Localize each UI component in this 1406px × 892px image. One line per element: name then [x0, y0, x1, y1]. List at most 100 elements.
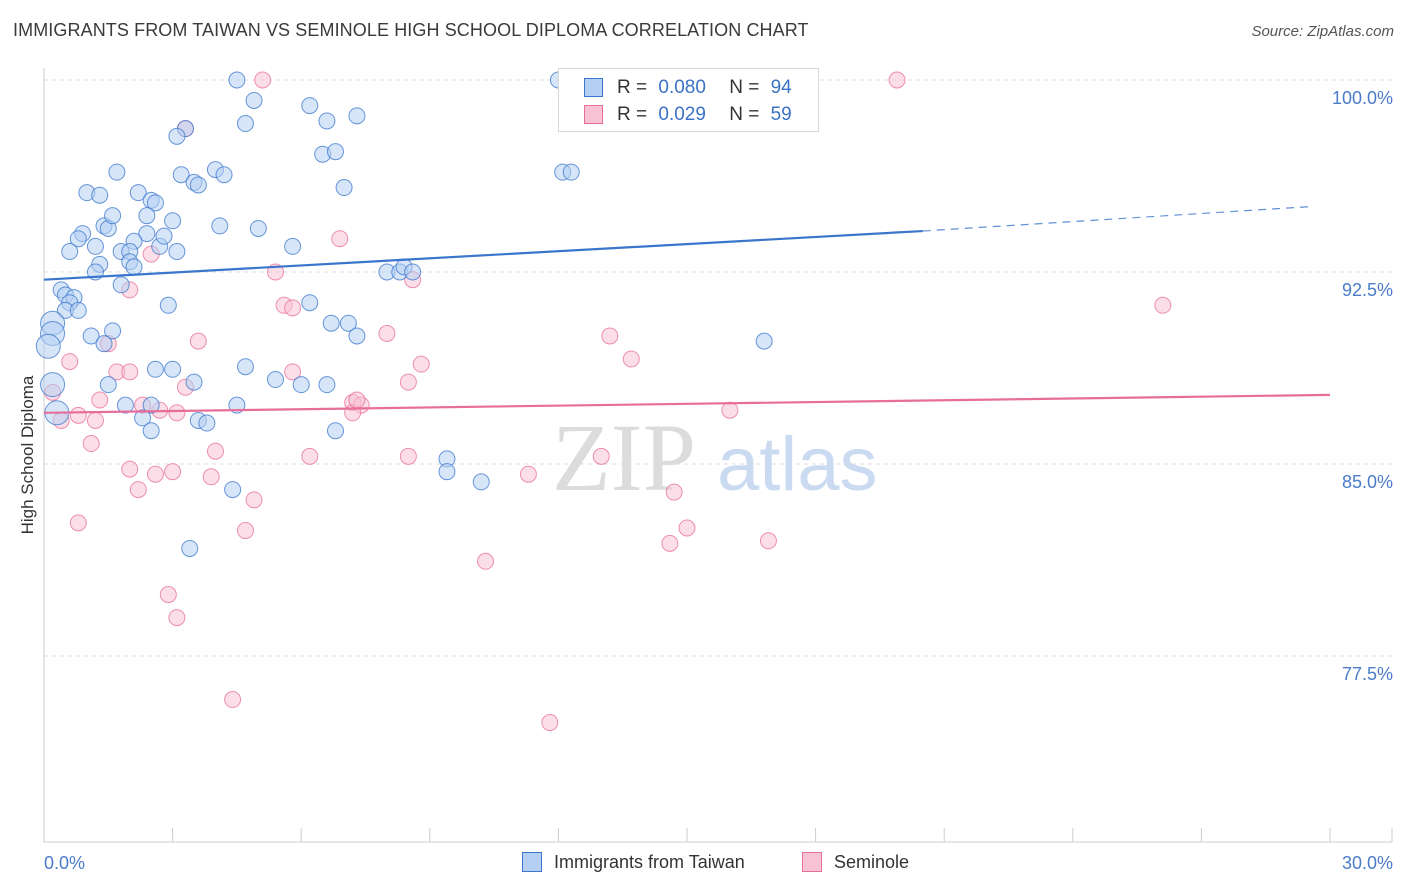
seminole-point [121, 460, 139, 478]
taiwan-point [61, 243, 79, 261]
y-tick-label: 85.0% [1342, 472, 1393, 492]
taiwan-point [301, 97, 319, 115]
seminole-point [236, 522, 254, 540]
seminole-point [331, 230, 349, 248]
taiwan-point [99, 376, 117, 394]
seminole-point [69, 406, 87, 424]
taiwan-point [326, 422, 344, 440]
taiwan-point [181, 539, 199, 557]
seminole-point [399, 447, 417, 465]
seminole-point [284, 363, 302, 381]
seminole-legend-swatch [802, 852, 822, 872]
taiwan-point [104, 207, 122, 225]
taiwan-point [138, 225, 156, 243]
taiwan-point [562, 163, 580, 181]
seminole-point [348, 391, 366, 409]
seminole-point [601, 327, 619, 345]
taiwan-point [168, 243, 186, 261]
taiwan-point [322, 314, 340, 332]
taiwan-swatch [584, 78, 603, 97]
r-label: R = [617, 77, 648, 98]
taiwan-point [185, 373, 203, 391]
seminole-point [592, 447, 610, 465]
taiwan-point [172, 166, 190, 184]
taiwan-point [404, 263, 422, 281]
seminole-point [541, 714, 559, 732]
seminole-point [399, 373, 417, 391]
legend-item-seminole[interactable]: Seminole [802, 852, 909, 873]
legend-item-taiwan[interactable]: Immigrants from Taiwan [522, 852, 745, 873]
seminole-point [759, 532, 777, 550]
taiwan-point [249, 219, 267, 237]
seminole-point [121, 363, 139, 381]
trend-lines [43, 206, 1331, 414]
taiwan-point [284, 237, 302, 255]
seminole-point [622, 350, 640, 368]
axes [43, 68, 1393, 843]
taiwan-point [245, 91, 263, 109]
r-label: R = [617, 104, 648, 125]
seminole-point [519, 465, 537, 483]
seminole-point [254, 71, 272, 89]
taiwan-point [301, 294, 319, 312]
tick-labels: 100.0% 92.5% 85.0% 77.5% 0.0% 30.0% [44, 88, 1393, 873]
taiwan-point [198, 414, 216, 432]
taiwan-point [318, 112, 336, 130]
taiwan-point [146, 194, 164, 212]
taiwan-point [159, 296, 177, 314]
taiwan-point [155, 227, 173, 245]
y-tick-label: 100.0% [1332, 88, 1393, 108]
n-label: N = [729, 77, 760, 98]
seminole-point [412, 355, 430, 373]
taiwan-point [91, 186, 109, 204]
taiwan-trend-line [43, 229, 923, 281]
stats-legend: R = 0.080 N = 94 R = 0.029 N = 59 [558, 68, 819, 132]
taiwan-point [189, 176, 207, 194]
seminole-point [301, 447, 319, 465]
y-axis-label: High School Diploma [18, 375, 37, 535]
taiwan-point [82, 327, 100, 345]
taiwan-point [318, 376, 336, 394]
watermark: ZIP atlas [552, 404, 878, 511]
x-tick-label: 0.0% [44, 853, 85, 873]
taiwan-point [348, 107, 366, 125]
seminole-point [224, 691, 242, 709]
taiwan-point [348, 327, 366, 345]
seminole-point [206, 442, 224, 460]
taiwan-point [266, 371, 284, 389]
seminole-point [888, 71, 906, 89]
seminole-point [678, 519, 696, 537]
r-value: 0.080 [658, 77, 706, 98]
seminole-point [284, 299, 302, 317]
taiwan-point [116, 396, 134, 414]
taiwan-point [472, 473, 490, 491]
taiwan-trend-extension [922, 206, 1309, 232]
seminole-point [146, 465, 164, 483]
taiwan-point [112, 276, 130, 294]
seminole-point [1154, 296, 1172, 314]
taiwan-point [755, 332, 773, 350]
taiwan-point [438, 463, 456, 481]
seminole-point [129, 481, 147, 499]
taiwan-point [228, 71, 246, 89]
seminole-point [86, 411, 104, 429]
taiwan-point [146, 360, 164, 378]
legend-label-seminole: Seminole [834, 852, 910, 872]
taiwan-point [142, 396, 160, 414]
taiwan-point [211, 217, 229, 235]
watermark-atlas: atlas [717, 422, 878, 507]
taiwan-point [104, 322, 122, 340]
taiwan-point [215, 166, 233, 184]
x-tick-label: 30.0% [1342, 853, 1393, 873]
taiwan-point [224, 481, 242, 499]
r-value: 0.029 [658, 104, 706, 125]
seminole-point [202, 468, 220, 486]
taiwan-point [129, 184, 147, 202]
taiwan-point [35, 333, 61, 359]
y-tick-label: 77.5% [1342, 664, 1393, 684]
seminole-point [61, 353, 79, 371]
taiwan-legend-swatch [522, 852, 542, 872]
taiwan-point [236, 358, 254, 376]
taiwan-point [69, 230, 87, 248]
taiwan-point [164, 212, 182, 230]
